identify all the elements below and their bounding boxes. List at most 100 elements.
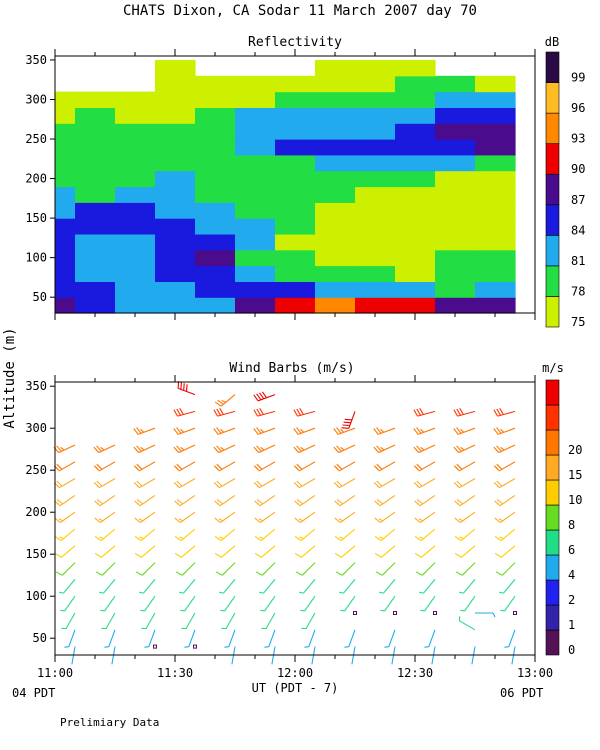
barb-flag xyxy=(499,408,504,415)
barb-flag xyxy=(294,517,301,523)
barb-flag xyxy=(300,446,305,451)
wind-barb xyxy=(173,408,196,417)
barb-flag xyxy=(95,571,103,576)
barb-flag xyxy=(175,571,183,576)
reflectivity-cell xyxy=(115,202,156,219)
barb-flag xyxy=(259,536,264,540)
wind-barb xyxy=(135,562,156,576)
wind-barb xyxy=(100,595,116,612)
reflectivity-cell xyxy=(235,123,276,140)
reflectivity-cell xyxy=(395,202,436,219)
reflectivity-cell xyxy=(315,123,356,140)
barb-flag xyxy=(183,383,185,391)
colorbar-label: 8 xyxy=(568,518,575,532)
reflectivity-cell xyxy=(235,75,276,93)
barb-flag xyxy=(453,446,460,453)
barb-flag xyxy=(253,409,259,417)
reflectivity-cell xyxy=(475,186,516,203)
barb-flag xyxy=(420,609,425,612)
wind-barb xyxy=(54,528,76,542)
reflectivity-cell xyxy=(435,281,476,298)
reflectivity-cell xyxy=(155,249,196,267)
reflectivity-cell xyxy=(155,297,196,314)
barb-flag xyxy=(296,408,301,416)
reflectivity-cell xyxy=(315,170,356,188)
barb-flag xyxy=(333,428,339,435)
barb-flag xyxy=(493,465,500,472)
reflectivity-cell xyxy=(355,297,396,314)
barb-flag xyxy=(414,552,422,558)
barb-shaft xyxy=(340,528,356,542)
wind-barb xyxy=(453,461,476,472)
wind-barb xyxy=(420,595,436,612)
colorbar-label: 84 xyxy=(571,223,585,237)
barb-shaft xyxy=(268,629,276,647)
barb-shaft xyxy=(458,444,476,454)
barb-shaft xyxy=(298,444,316,454)
reflectivity-cell xyxy=(55,154,76,172)
barb-shaft xyxy=(219,494,236,507)
wind-barb xyxy=(413,427,436,435)
barb-flag xyxy=(136,480,143,487)
barb-flag xyxy=(174,500,181,507)
barb-flag xyxy=(376,463,383,470)
wind-barb xyxy=(54,545,76,558)
barb-shaft xyxy=(101,562,116,576)
reflectivity-cell xyxy=(355,170,396,188)
reflectivity-cell xyxy=(395,281,436,298)
reflectivity-cell xyxy=(155,123,196,140)
reflectivity-cell xyxy=(155,75,196,93)
barb-shaft xyxy=(420,528,436,542)
colorbar-swatch xyxy=(545,604,560,631)
colorbar-swatch xyxy=(545,529,560,556)
wind-barb xyxy=(173,461,196,472)
reflectivity-cell xyxy=(475,139,516,156)
barb-flag xyxy=(173,465,180,472)
barb-flag xyxy=(256,393,262,401)
colorbar-swatch xyxy=(545,296,560,328)
wind-barb xyxy=(133,444,156,454)
barb-shaft xyxy=(504,595,516,612)
wind-barb xyxy=(98,579,116,594)
barb-shaft xyxy=(139,511,156,523)
barb-shaft xyxy=(138,444,156,454)
wind-barb xyxy=(253,391,276,402)
x-tick-label: 12:00 xyxy=(277,666,313,680)
wind-barbs-field xyxy=(53,381,517,665)
barb-shaft xyxy=(145,612,156,629)
reflectivity-cell xyxy=(315,107,356,124)
barb-flag xyxy=(139,536,144,540)
barb-flag xyxy=(218,591,224,594)
barb-shaft xyxy=(142,579,156,594)
reflectivity-colorbar-unit: dB xyxy=(545,35,559,49)
reflectivity-cell xyxy=(435,202,476,219)
barb-shaft xyxy=(380,545,396,558)
barb-shaft xyxy=(460,528,476,542)
barb-flag xyxy=(496,408,501,416)
barb-shaft xyxy=(184,595,196,612)
barb-shaft xyxy=(497,410,516,417)
reflectivity-cell xyxy=(435,154,476,172)
barb-flag xyxy=(493,428,499,435)
wind-barb xyxy=(414,545,436,558)
wind-barb xyxy=(141,612,156,630)
wind-barb xyxy=(213,444,236,454)
wind-barb xyxy=(333,478,356,489)
barb-flag xyxy=(460,609,465,612)
barb-flag xyxy=(216,445,222,452)
wind-barb xyxy=(494,511,516,523)
wind-barb xyxy=(413,444,436,454)
wind-barb xyxy=(173,444,196,454)
reflectivity-cell xyxy=(395,186,436,203)
calm-marker xyxy=(193,644,197,649)
barb-flag xyxy=(373,446,380,453)
reflectivity-cell xyxy=(155,218,196,235)
reflectivity-cell xyxy=(435,297,476,314)
barb-shaft xyxy=(464,595,476,612)
wind-barb xyxy=(213,408,236,417)
barb-flag xyxy=(214,500,221,507)
x-tick-label: 13:00 xyxy=(517,666,553,680)
barb-flag xyxy=(214,517,221,523)
colorbar-label: 75 xyxy=(571,315,585,329)
